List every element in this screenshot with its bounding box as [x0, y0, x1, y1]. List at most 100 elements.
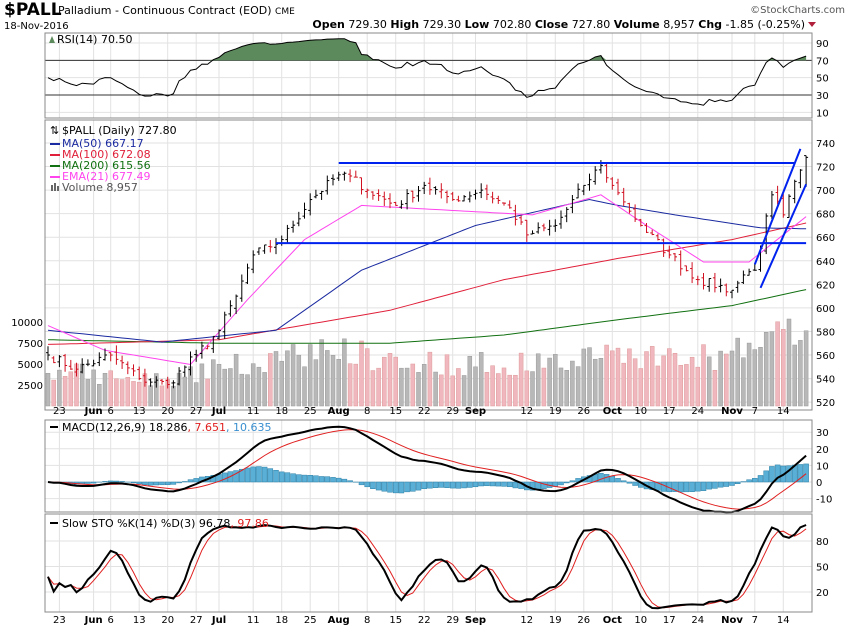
volume-bar [758, 347, 763, 407]
volume-bar [684, 364, 689, 407]
volume-bar [507, 374, 512, 407]
macd-tick-label: -10 [816, 495, 832, 506]
x-tick-label: 26 [577, 615, 590, 626]
x-tick-label: 7 [752, 615, 758, 626]
volume-bar [541, 367, 547, 407]
ohlc-bar [661, 238, 666, 257]
ohlc-bar [439, 183, 444, 199]
ohlc-bar [108, 352, 113, 362]
volume-bar [689, 356, 695, 407]
ohlc-bar [211, 335, 216, 353]
ohlc-bar [194, 349, 199, 362]
ohlc-bar [239, 274, 244, 302]
macd-histogram-bar [438, 481, 445, 488]
macd-histogram-bar [278, 471, 285, 483]
volume-bar [119, 379, 125, 407]
ema21-swatch [50, 176, 60, 178]
ohlc-bar [296, 211, 301, 227]
volume-bar [473, 366, 478, 407]
x-tick-label: Sep [465, 406, 486, 417]
ohlc-bar [228, 300, 233, 317]
x-tick-label: 8 [364, 615, 370, 626]
sto-tick-label: 50 [816, 563, 829, 574]
x-tick-label: 13 [133, 406, 146, 417]
macd-histogram-bar [313, 475, 319, 483]
sto-tick-label: 20 [816, 588, 829, 599]
price-tick-label: 600 [816, 304, 835, 315]
ohlc-bar [262, 244, 267, 254]
ohlc-bar [638, 218, 643, 227]
ohlc-bar [205, 345, 210, 350]
ohlc-bar [593, 166, 598, 185]
macd-histogram-bar [392, 481, 399, 494]
volume-bar [387, 353, 393, 407]
macd-histogram-bar [187, 479, 194, 483]
ohlc-bar [541, 223, 546, 232]
volume-bar [649, 346, 655, 407]
volume-bar [364, 348, 370, 407]
ohlc-bar [114, 345, 119, 365]
macd-histogram-bar [461, 481, 467, 489]
volume-bar [211, 359, 216, 407]
ohlc-bar [348, 169, 353, 183]
macd-histogram-bar [421, 481, 427, 490]
volume-bar [604, 344, 609, 407]
ohlc-bar [741, 270, 746, 284]
ohlc-bar [730, 289, 734, 299]
ohlc-bar [188, 351, 193, 376]
volume-bar [222, 368, 227, 407]
macd-histogram-bar [85, 481, 91, 484]
ohlc-bar [120, 355, 125, 369]
volume-bar [535, 353, 541, 407]
macd-histogram-bar [370, 481, 376, 489]
ohlc-bar [621, 187, 626, 206]
x-tick-label: 27 [190, 615, 203, 626]
x-tick-label: 25 [304, 615, 317, 626]
macd-histogram-bar [541, 481, 547, 489]
macd-histogram-bar [193, 478, 199, 483]
rsi-icon [49, 36, 55, 43]
x-tick-label: 18 [275, 615, 288, 626]
macd-histogram-bar [786, 465, 792, 483]
ohlc-bar [57, 355, 62, 368]
volume-bar [228, 368, 233, 407]
x-tick-label: Aug [328, 615, 350, 626]
x-tick-label: 11 [247, 615, 260, 626]
volume-bar [661, 355, 666, 407]
volume-bar [803, 330, 809, 407]
ohlc-bar [798, 169, 803, 189]
sto-tick-label: 80 [816, 537, 829, 548]
price-tick-label: 640 [816, 257, 835, 268]
ohlc-bar [171, 380, 176, 389]
macd-histogram-bar [335, 477, 342, 483]
volume-bar [581, 348, 587, 407]
x-tick-label: 12 [520, 615, 533, 626]
volume-bar [752, 349, 758, 407]
ohlc-bar [177, 367, 182, 386]
macd-signal-line [47, 429, 807, 510]
macd-histogram-bar [159, 481, 165, 486]
ohlc-bar [97, 352, 102, 367]
ohlc-bar [405, 189, 410, 210]
ohlc-bar [433, 186, 438, 195]
volume-bar [182, 376, 188, 407]
volume-tick-label: 2500 [18, 381, 43, 392]
ohlc-bar [268, 239, 273, 253]
volume-bar [763, 332, 769, 407]
macd-histogram-bar [398, 481, 405, 494]
volume-bar [644, 351, 649, 407]
macd-histogram-bar [512, 481, 519, 489]
macd-histogram-bar [130, 481, 137, 484]
x-tick-label: 15 [389, 406, 402, 417]
macd-histogram-bar [415, 481, 422, 491]
ohlc-bar [479, 183, 484, 199]
ohlc-bar [484, 184, 489, 201]
ma200-legend: MA(200) 615.56 [62, 159, 151, 172]
x-tick-label: Oct [603, 615, 622, 626]
ohlc-bar [142, 368, 147, 387]
macd-histogram-bar [797, 464, 804, 483]
macd-histogram-bar [410, 481, 416, 492]
rsi-line [47, 38, 807, 106]
volume-bar [114, 378, 119, 407]
volume-bar [85, 379, 91, 407]
